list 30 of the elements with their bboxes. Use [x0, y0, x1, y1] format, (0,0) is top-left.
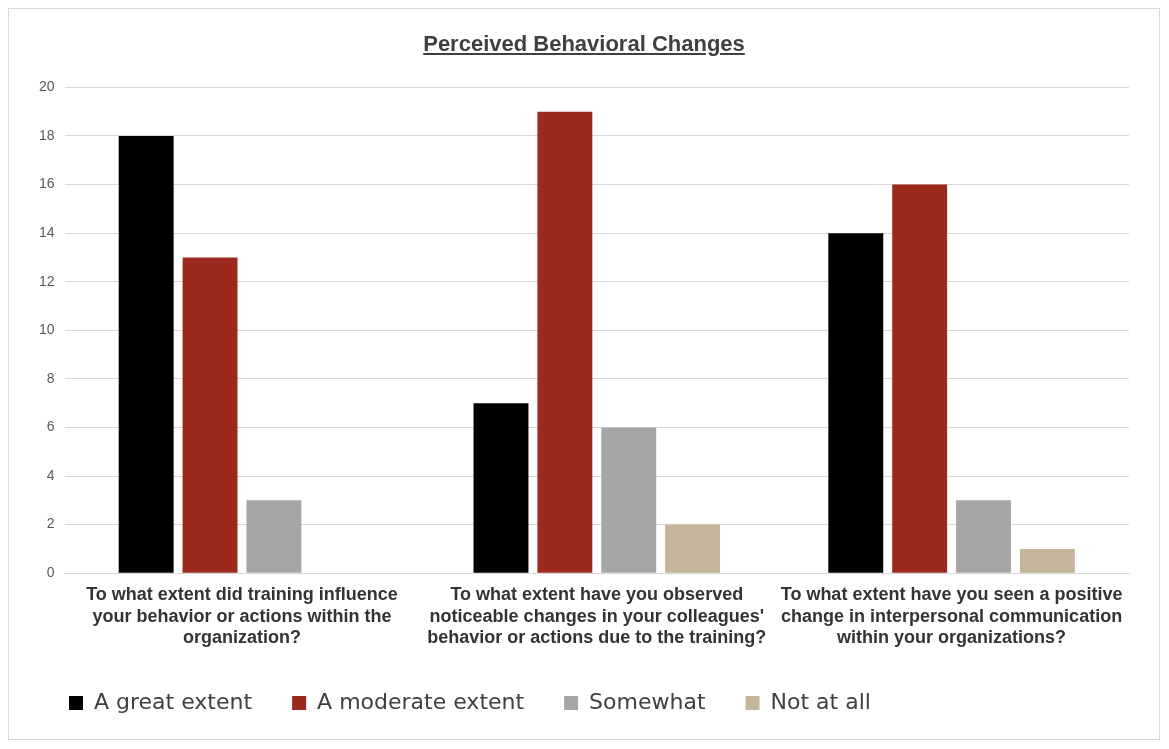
bar [601, 427, 657, 573]
bar [537, 111, 593, 573]
y-tick-label: 8 [46, 369, 55, 386]
y-tick-label: 10 [38, 321, 55, 338]
bar [1019, 548, 1075, 573]
bar [956, 500, 1011, 573]
bar [473, 403, 529, 573]
y-tick-label: 14 [38, 224, 55, 240]
chart-title: Perceived Behavioral Changes [422, 31, 746, 57]
y-tick-label: 4 [46, 466, 55, 483]
y-tick-label: 16 [38, 175, 55, 192]
legend-label: A moderate extent [317, 688, 525, 714]
legend-label: A great extent [94, 688, 253, 714]
y-tick-label: 20 [38, 78, 55, 95]
y-tick-label: 0 [46, 564, 55, 581]
legend-label: Not at all [770, 688, 871, 714]
y-tick-label: 12 [38, 272, 55, 289]
bar [182, 257, 238, 573]
bar [665, 524, 721, 573]
y-tick-label: 18 [38, 126, 55, 143]
x-tick-label: To what extent did training influence your behavior or actions within the organization? [86, 583, 398, 648]
y-tick-label: 2 [46, 515, 55, 532]
bar [828, 233, 884, 573]
bar [246, 500, 302, 573]
x-tick-label: To what extent have you observed noticeable changes in your colleagues' behavior or actions due to the training? [427, 583, 767, 648]
bar [118, 135, 174, 573]
bar [892, 184, 948, 573]
y-tick-label: 6 [46, 418, 55, 435]
x-tick-label: To what extent have you seen a positive change in interpersonal communication within your organizations? [780, 583, 1123, 648]
legend-label: Somewhat [589, 688, 706, 714]
